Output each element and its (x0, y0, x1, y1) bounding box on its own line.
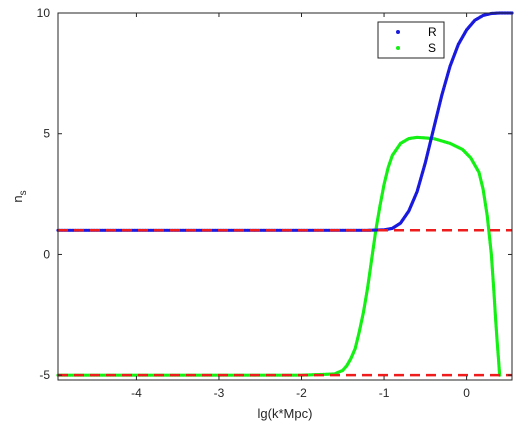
y-tick-label: -5 (39, 368, 50, 382)
y-axis-title-subscript: s (18, 190, 29, 195)
x-tick-label: 0 (463, 386, 470, 400)
x-tick-label: -3 (214, 386, 225, 400)
plot-layer (56, 11, 514, 377)
x-tick-label: -4 (131, 386, 142, 400)
legend-label-s: S (428, 41, 436, 55)
y-axis-title: ns (10, 190, 29, 202)
legend: R S (377, 21, 445, 59)
plot-frame (57, 12, 513, 381)
legend-box (377, 21, 445, 59)
y-tick-label: 0 (43, 247, 50, 261)
legend-marker-r (396, 30, 400, 34)
series-s (56, 135, 502, 377)
y-tick-label: 10 (37, 6, 51, 20)
x-tick-label: -2 (296, 386, 307, 400)
y-tick-label: 5 (43, 127, 50, 141)
y-axis-title-main: n (10, 195, 25, 202)
x-axis-title: lg(k*Mpc) (258, 406, 313, 421)
legend-label-r: R (428, 25, 437, 39)
tick-layer: -4 -3 -2 -1 0 -5 0 5 10 (37, 6, 512, 400)
legend-marker-s (396, 46, 400, 50)
series-r (56, 11, 514, 232)
x-tick-label: -1 (379, 386, 390, 400)
